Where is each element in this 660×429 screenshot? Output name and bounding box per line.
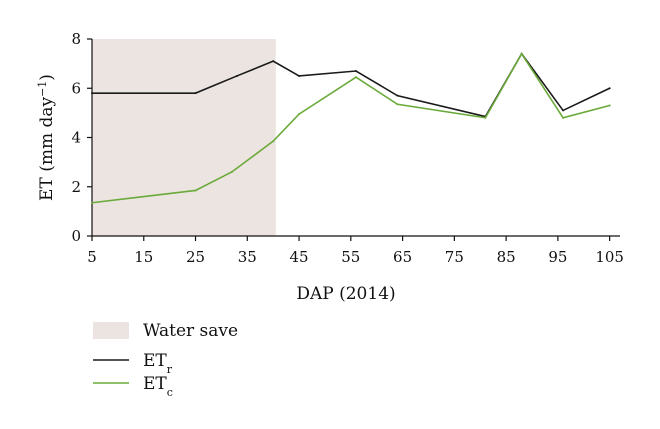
data-point-etr [235, 74, 238, 77]
data-point-etc [230, 170, 233, 173]
data-point-etr [298, 74, 301, 77]
data-point-etr [396, 94, 399, 97]
data-point-etc [520, 52, 523, 55]
y-tick-label: 8 [71, 30, 81, 48]
water-save-region [92, 39, 276, 236]
data-point-etc [298, 113, 301, 116]
x-tick-label: 5 [87, 248, 97, 266]
x-tick-label: 25 [186, 248, 205, 266]
x-tick-label: 105 [595, 248, 624, 266]
data-point-etc [562, 116, 565, 119]
data-point-etr [562, 109, 565, 112]
x-tick-label: 15 [134, 248, 153, 266]
data-point-etr [91, 92, 93, 95]
legend-label-etc: ETc [143, 374, 173, 399]
data-point-etc [194, 189, 197, 192]
x-tick-label: 45 [290, 248, 309, 266]
x-tick-label: 85 [497, 248, 516, 266]
x-tick-label: 65 [393, 248, 412, 266]
data-point-etc [272, 140, 275, 143]
y-tick-label: 0 [71, 227, 81, 245]
data-point-etc [608, 104, 611, 107]
legend-swatch-water-save [93, 322, 129, 339]
x-tick-label: 95 [548, 248, 567, 266]
legend-label-etr: ETr [143, 351, 173, 376]
y-tick-label: 2 [71, 178, 81, 196]
x-tick-label: 75 [445, 248, 464, 266]
y-tick-label: 4 [71, 129, 81, 147]
data-point-etc [91, 201, 93, 204]
x-tick-label: 35 [238, 248, 257, 266]
data-point-etr [272, 60, 275, 63]
y-axis-title: ET (mm day−1) [36, 74, 58, 201]
x-tick-label: 55 [341, 248, 360, 266]
data-point-etc [484, 116, 487, 119]
data-point-etc [396, 103, 399, 106]
data-point-etr [355, 70, 357, 73]
legend-label-water-save: Water save [143, 321, 238, 341]
data-point-etr [608, 87, 611, 90]
data-point-etc [355, 76, 357, 79]
x-axis-title: DAP (2014) [296, 284, 395, 304]
y-tick-label: 6 [71, 79, 81, 97]
data-point-etr [194, 92, 197, 95]
